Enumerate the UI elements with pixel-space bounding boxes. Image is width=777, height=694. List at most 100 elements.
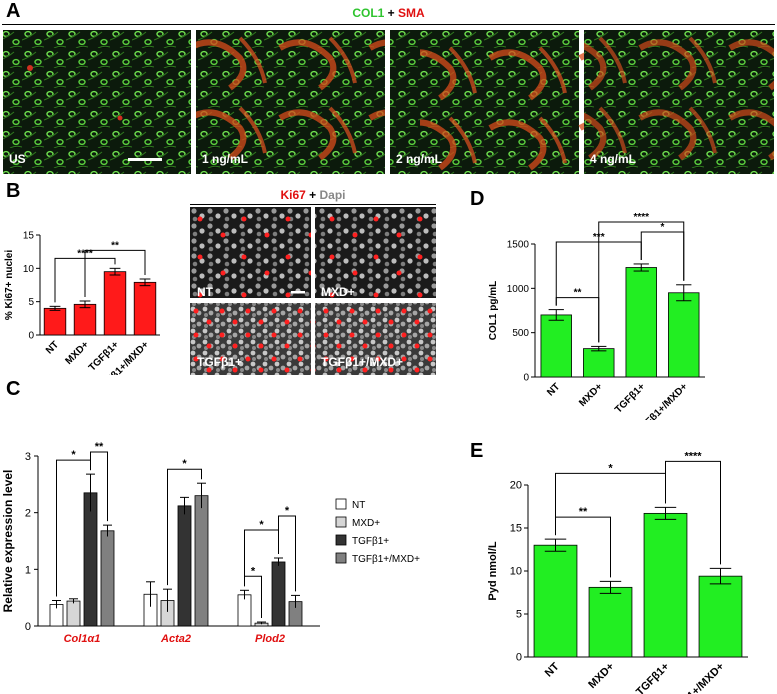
- panel-b-images-title: Ki67 + Dapi: [190, 188, 436, 202]
- y-tick-label: 0: [25, 621, 31, 633]
- significance-bracket: [84, 249, 146, 297]
- bar: [540, 314, 572, 378]
- significance-label: **: [95, 441, 104, 453]
- significance-bracket: [665, 460, 721, 565]
- legend-swatch: [335, 498, 347, 510]
- title-plus: +: [384, 6, 399, 20]
- image-tgf: [190, 303, 311, 375]
- y-tick-label: 1: [25, 564, 31, 576]
- image-label-4ng: 4 ng/mL: [590, 152, 637, 166]
- legend-label: MXD+: [352, 518, 380, 529]
- y-tick-label: 15: [510, 523, 522, 535]
- panel-label-a: A: [6, 0, 21, 22]
- image-us: [3, 30, 191, 174]
- y-tick-label: 0: [516, 652, 522, 664]
- img-label-tgf-mxd: TGFβ1+/MXD+: [321, 355, 404, 369]
- legend-label: TGFβ1+: [352, 536, 389, 547]
- y-tick-label: 1000: [507, 284, 530, 295]
- y-tick-label: 10: [510, 566, 522, 578]
- scale-bar-b: [291, 291, 305, 294]
- y-axis-label: Pyd nmol/L: [487, 541, 499, 601]
- y-axis-label: COL1 pg/mL: [488, 281, 499, 340]
- chart-e: 0 5 10 15 20 Pyd nmol/L NT MXD+ TGFβ1+TGFβ1+/MXD…: [487, 450, 748, 694]
- image-label-us: US: [9, 152, 26, 166]
- image-2ng: [390, 30, 609, 176]
- y-tick-label: 0: [523, 373, 529, 384]
- panel-a-rule: [2, 24, 775, 25]
- image-label-2ng: 2 ng/mL: [396, 152, 443, 166]
- x-tick-label: TGFβ1+: [613, 381, 647, 415]
- title-plus-b: +: [305, 188, 320, 202]
- x-tick-label: TGFβ1+: [634, 661, 672, 694]
- y-tick-label: 15: [23, 231, 35, 242]
- y-tick-label: 10: [23, 264, 35, 275]
- legend-label: NT: [352, 500, 365, 511]
- image-tgf-mxd: [315, 303, 436, 375]
- panel-label-d: D: [470, 188, 485, 210]
- x-tick-label: NT: [545, 381, 562, 398]
- legend-swatch: [335, 534, 347, 546]
- img-label-nt: NT: [197, 285, 213, 299]
- bar: [625, 267, 657, 378]
- bar: [73, 303, 97, 336]
- y-tick-label: 2: [25, 508, 31, 520]
- legend-label: TGFβ1+/MXD+: [352, 554, 420, 565]
- panel-label-e: E: [470, 440, 484, 462]
- bar: [588, 586, 633, 658]
- significance-label: *: [259, 519, 264, 531]
- panel-a-images: [3, 30, 774, 176]
- panel-a-title: COL1 + SMA: [0, 6, 777, 20]
- title-sma: SMA: [398, 6, 425, 20]
- image-mxd: [315, 207, 436, 298]
- y-tick-label: 5: [516, 609, 522, 621]
- significance-label: ****: [684, 450, 702, 462]
- significance-bracket: [167, 468, 202, 586]
- y-tick-label: 0: [28, 331, 34, 342]
- title-ki67: Ki67: [280, 188, 306, 202]
- image-4ng: [584, 30, 774, 174]
- x-tick-label: MXD+: [63, 339, 91, 367]
- y-tick-label: 5: [28, 297, 34, 308]
- significance-label: **: [111, 240, 119, 251]
- y-tick-label: 1500: [507, 240, 530, 251]
- significance-label: *: [661, 222, 665, 233]
- significance-label: *: [71, 449, 76, 461]
- x-tick-label: MXD+: [586, 661, 616, 691]
- y-tick-label: 500: [512, 328, 529, 339]
- panel-b-images: [190, 207, 436, 375]
- img-label-tgf: TGFβ1+: [197, 355, 242, 369]
- y-tick-label: 3: [25, 451, 31, 463]
- bar: [643, 512, 688, 658]
- panel-label-c: C: [6, 378, 21, 400]
- significance-label: *: [251, 565, 256, 577]
- x-tick-label: NT: [44, 339, 61, 356]
- x-tick-label: NT: [543, 660, 562, 679]
- title-col1: COL1: [352, 6, 385, 20]
- panel-label-b: B: [6, 180, 21, 202]
- image-label-1ng: 1 ng/mL: [202, 152, 249, 166]
- significance-bracket: [278, 515, 296, 592]
- legend-swatch: [335, 516, 347, 528]
- significance-label: **: [579, 506, 588, 518]
- significance-label: *: [608, 462, 613, 474]
- image-nt: [190, 207, 311, 298]
- bar: [668, 292, 700, 378]
- title-dapi: Dapi: [319, 188, 346, 202]
- y-axis-label: Relative expression level: [1, 470, 15, 613]
- bar: [194, 495, 209, 627]
- bar: [533, 544, 578, 658]
- significance-bracket: [90, 451, 108, 522]
- legend-swatch: [335, 552, 347, 564]
- image-1ng: [196, 30, 385, 174]
- y-axis-label: % Ki67+ nuclei: [4, 250, 15, 321]
- bar: [177, 505, 192, 627]
- significance-bracket: [598, 221, 685, 343]
- x-tick-label: Col1α1: [64, 633, 101, 645]
- scale-bar: [128, 158, 162, 161]
- bar: [271, 561, 286, 627]
- bar: [237, 594, 252, 627]
- significance-label: *: [182, 458, 187, 470]
- x-tick-label: Acta2: [160, 633, 191, 645]
